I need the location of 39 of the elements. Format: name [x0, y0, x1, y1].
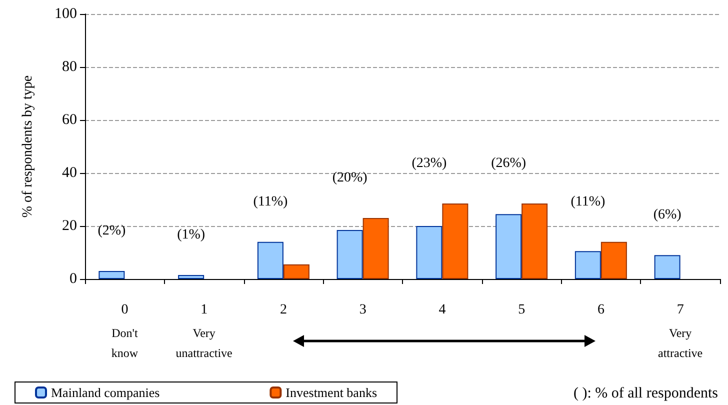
- x-tick-label: 2: [280, 302, 287, 318]
- bar: [362, 218, 389, 279]
- y-tick-label: 100: [54, 6, 77, 22]
- text: ( ): % of all respondents: [573, 386, 718, 402]
- bar: [178, 275, 204, 279]
- bar: [574, 251, 601, 279]
- bar: [600, 242, 627, 279]
- bar: [283, 264, 310, 279]
- bar: [654, 255, 680, 279]
- bar: [522, 203, 548, 279]
- annotation: (11%): [253, 194, 288, 210]
- x-tick-label: 6: [597, 302, 604, 318]
- y-tick-label: 60: [62, 112, 77, 128]
- x-tick-label: 7 Very attractive: [658, 302, 703, 360]
- y-tick-label: 80: [62, 59, 77, 75]
- x-tick-label: 5: [518, 302, 526, 318]
- legend-label: Investment banks: [286, 385, 378, 400]
- x-tick-label: 1 Very unattractive: [176, 302, 232, 360]
- y-axis-title: % of respondents by type: [20, 75, 36, 218]
- bar: [257, 242, 284, 279]
- bar: [416, 226, 442, 279]
- annotation: (23%): [412, 156, 448, 171]
- y-tick-label: 20: [62, 218, 77, 234]
- annotation: (2%): [98, 224, 126, 239]
- bar: [442, 203, 468, 279]
- x-tick-label: 0 Don't know: [111, 302, 138, 360]
- bar: [496, 214, 522, 279]
- annotation: (20%): [332, 170, 368, 186]
- legend-label: Mainland companies: [51, 385, 160, 400]
- bar: [98, 271, 125, 279]
- annotation: (11%): [570, 194, 606, 210]
- y-tick-label: 0: [70, 271, 77, 287]
- annotation: (1%): [177, 228, 206, 243]
- x-tick-label: 4: [438, 302, 446, 318]
- annotation: (26%): [491, 156, 526, 171]
- annotation: (6%): [653, 208, 682, 223]
- x-tick-label: 3: [359, 302, 366, 318]
- y-tick-label: 40: [62, 165, 77, 181]
- bar: [336, 230, 363, 279]
